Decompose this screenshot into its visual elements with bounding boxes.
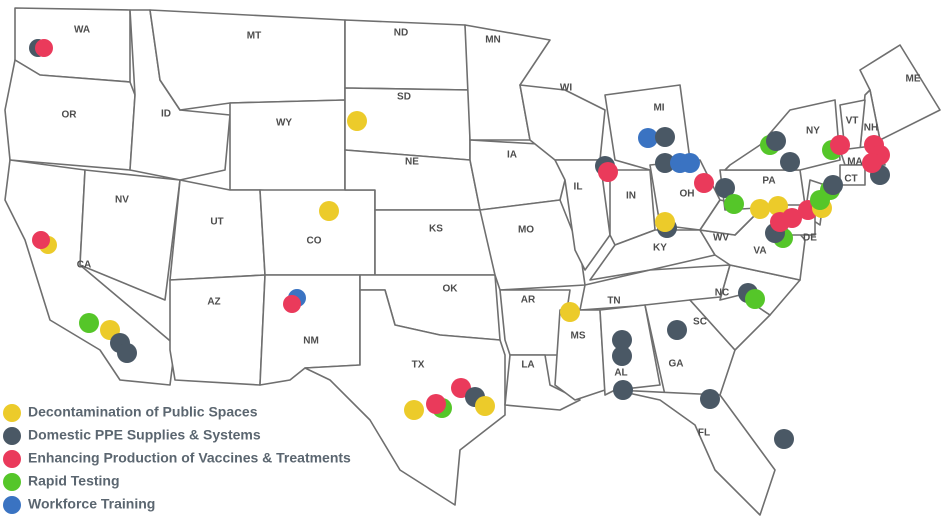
- marker: [32, 231, 50, 249]
- state-label: NY: [806, 126, 820, 137]
- legend-label: Domestic PPE Supplies & Systems: [28, 427, 261, 443]
- state-label: SD: [397, 92, 411, 103]
- state-label: AZ: [207, 297, 220, 308]
- state-label: DE: [803, 233, 817, 244]
- marker: [774, 429, 794, 449]
- legend-label: Rapid Testing: [28, 473, 120, 489]
- state-label: NC: [715, 288, 729, 299]
- marker: [475, 396, 495, 416]
- state-label: MS: [571, 331, 586, 342]
- legend-label: Decontamination of Public Spaces: [28, 404, 258, 420]
- state-label: GA: [669, 359, 684, 370]
- state-label: VT: [846, 116, 859, 127]
- state-label: MT: [247, 31, 261, 42]
- marker: [766, 131, 786, 151]
- state-label: MA: [847, 157, 863, 168]
- marker: [117, 343, 137, 363]
- legend: Decontamination of Public Spaces Domestic…: [3, 404, 351, 514]
- marker: [283, 295, 301, 313]
- state-label: WI: [560, 83, 572, 94]
- marker: [613, 380, 633, 400]
- marker: [680, 153, 700, 173]
- state-labels: WA MT ND MN ME OR ID SD WI MI NY VT NH WY IA MA CT NE IL PA…: [62, 25, 921, 439]
- marker: [750, 199, 770, 219]
- marker: [404, 400, 424, 420]
- marker: [862, 153, 882, 173]
- states: [4, 7, 941, 516]
- markers: [29, 39, 890, 449]
- state-label: NE: [405, 157, 419, 168]
- marker: [700, 389, 720, 409]
- marker: [612, 330, 632, 350]
- state-label: ID: [161, 109, 171, 120]
- state-label: FL: [698, 428, 710, 439]
- marker: [724, 194, 744, 214]
- state-label: NH: [864, 123, 878, 134]
- state-label: ME: [906, 74, 921, 85]
- state-label: OH: [680, 189, 695, 200]
- legend-swatch: [3, 473, 21, 491]
- marker: [426, 394, 446, 414]
- marker: [655, 127, 675, 147]
- state-label: CA: [77, 260, 91, 271]
- marker: [745, 289, 765, 309]
- marker: [638, 128, 658, 148]
- state-label: NV: [115, 195, 129, 206]
- legend-swatch: [3, 496, 21, 514]
- marker: [768, 196, 788, 216]
- state-label: MO: [518, 225, 534, 236]
- marker: [598, 162, 618, 182]
- marker: [79, 313, 99, 333]
- state-label: IN: [626, 191, 636, 202]
- state-label: AL: [614, 368, 627, 379]
- state-label: PA: [762, 176, 775, 187]
- state-label: MN: [485, 35, 501, 46]
- state-label: SC: [693, 317, 707, 328]
- state-label: LA: [521, 360, 534, 371]
- legend-swatch: [3, 404, 21, 422]
- marker: [560, 302, 580, 322]
- marker: [319, 201, 339, 221]
- marker: [667, 320, 687, 340]
- marker: [655, 153, 675, 173]
- state-label: WA: [74, 25, 90, 36]
- state-label: NM: [303, 336, 319, 347]
- state-label: IA: [507, 150, 517, 161]
- state-label: CT: [844, 174, 857, 185]
- marker: [612, 346, 632, 366]
- marker: [823, 175, 843, 195]
- state-label: AR: [521, 295, 536, 306]
- state-label: UT: [210, 217, 223, 228]
- legend-label: Enhancing Production of Vaccines & Treat…: [28, 450, 351, 466]
- state-label: WY: [276, 118, 292, 129]
- marker: [782, 208, 802, 228]
- state-label: KY: [653, 243, 667, 254]
- legend-swatch: [3, 427, 21, 445]
- state-label: KS: [429, 224, 443, 235]
- legend-label: Workforce Training: [28, 496, 155, 512]
- marker: [694, 173, 714, 193]
- marker: [830, 135, 850, 155]
- marker: [715, 178, 735, 198]
- state-label: CO: [307, 236, 322, 247]
- state-label: OR: [62, 110, 78, 121]
- state-label: IL: [574, 182, 583, 193]
- state-label: TX: [412, 360, 425, 371]
- state-label: ND: [394, 28, 408, 39]
- state-label: TN: [607, 296, 620, 307]
- marker: [655, 212, 675, 232]
- state-label: WV: [713, 233, 729, 244]
- marker: [347, 111, 367, 131]
- marker: [780, 152, 800, 172]
- state-label: VA: [753, 246, 766, 257]
- state-label: MI: [653, 103, 664, 114]
- state-label: OK: [443, 284, 459, 295]
- legend-swatch: [3, 450, 21, 468]
- marker: [35, 39, 53, 57]
